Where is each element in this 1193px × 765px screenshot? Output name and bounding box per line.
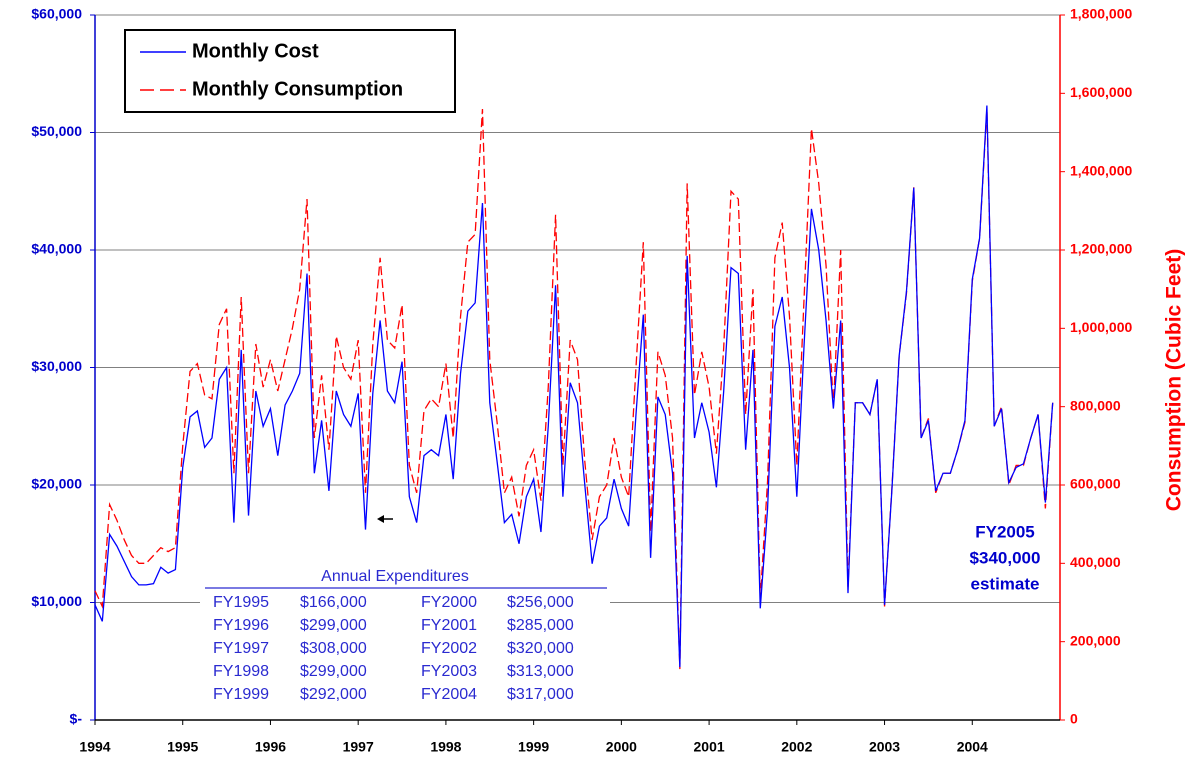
x-tick-label: 1994 — [79, 739, 110, 755]
y2-tick-label: 1,200,000 — [1070, 241, 1132, 257]
y-tick-label: $40,000 — [31, 241, 82, 257]
y2-tick-label: 0 — [1070, 711, 1078, 727]
table-cell: FY1999 — [213, 686, 269, 703]
table-cell: $313,000 — [507, 663, 574, 680]
x-tick-label: 1995 — [167, 739, 198, 755]
table-title: Annual Expenditures — [321, 568, 469, 585]
y2-tick-label: 1,800,000 — [1070, 6, 1132, 22]
y2-tick-label: 400,000 — [1070, 554, 1121, 570]
y2-axis-title: Consumption (Cubic Feet) — [1163, 249, 1186, 511]
table-cell: $320,000 — [507, 640, 574, 657]
x-tick-label: 1998 — [430, 739, 461, 755]
y-tick-label: $50,000 — [31, 123, 82, 139]
table-cell: $317,000 — [507, 686, 574, 703]
y2-tick-label: 1,000,000 — [1070, 319, 1132, 335]
table-cell: FY1995 — [213, 594, 269, 611]
table-cell: $292,000 — [300, 686, 367, 703]
x-tick-label: 2003 — [869, 739, 900, 755]
series-line — [94, 105, 1054, 668]
table-cell: $285,000 — [507, 617, 574, 634]
table-cell: FY1996 — [213, 617, 269, 634]
y2-tick-label: 1,400,000 — [1070, 162, 1132, 178]
table-cell: FY2004 — [421, 686, 477, 703]
y-tick-label: $20,000 — [31, 476, 82, 492]
y2-tick-label: 1,600,000 — [1070, 84, 1132, 100]
annotation: estimate — [971, 574, 1040, 593]
y2-tick-label: 600,000 — [1070, 476, 1121, 492]
x-tick-label: 1999 — [518, 739, 549, 755]
annotation: FY2005 — [975, 522, 1035, 541]
x-tick-label: 1997 — [343, 739, 374, 755]
y2-tick-label: 200,000 — [1070, 632, 1121, 648]
table-cell: FY1998 — [213, 663, 269, 680]
annotation: $340,000 — [970, 548, 1041, 567]
table-cell: $166,000 — [300, 594, 367, 611]
table-cell: $256,000 — [507, 594, 574, 611]
table-cell: $299,000 — [300, 663, 367, 680]
x-tick-label: 2004 — [957, 739, 988, 755]
x-tick-label: 2000 — [606, 739, 637, 755]
legend-box — [124, 29, 456, 113]
table-cell: FY1997 — [213, 640, 269, 657]
y-tick-label: $- — [70, 711, 83, 727]
table-cell: FY2001 — [421, 617, 477, 634]
arrow-head — [377, 515, 384, 523]
y-tick-label: $10,000 — [31, 593, 82, 609]
y-tick-label: $60,000 — [31, 6, 82, 22]
table-cell: FY2000 — [421, 594, 477, 611]
table-background — [200, 566, 610, 710]
y-tick-label: $30,000 — [31, 358, 82, 374]
table-cell: $308,000 — [300, 640, 367, 657]
legend-label: Monthly Consumption — [192, 78, 403, 100]
x-tick-label: 2002 — [781, 739, 812, 755]
table-cell: $299,000 — [300, 617, 367, 634]
legend-label: Monthly Cost — [192, 40, 319, 62]
y2-tick-label: 800,000 — [1070, 397, 1121, 413]
x-tick-label: 1996 — [255, 739, 286, 755]
table-cell: FY2002 — [421, 640, 477, 657]
table-cell: FY2003 — [421, 663, 477, 680]
x-tick-label: 2001 — [694, 739, 725, 755]
